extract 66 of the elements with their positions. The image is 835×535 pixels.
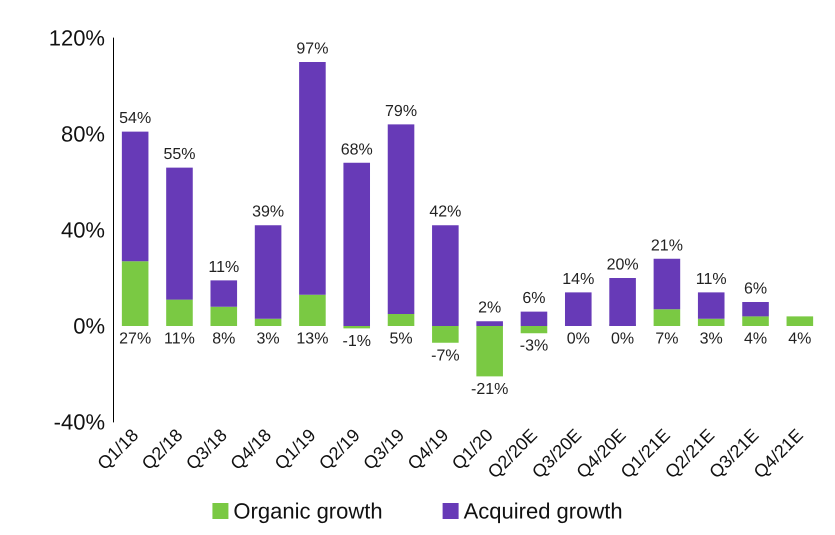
bar [343,162,370,326]
bar [742,302,769,316]
bar [210,306,238,326]
data-label: -7% [431,347,460,364]
bar [476,326,503,376]
legend-label: Organic growth [233,498,383,524]
data-label: 0% [611,330,634,348]
data-label: -3% [520,338,548,355]
data-label: 3% [256,330,280,348]
data-label: 21% [650,237,683,254]
data-label: 27% [119,330,152,348]
bar [476,321,503,326]
bar [564,292,592,326]
data-label: 97% [296,40,328,58]
data-label: 11% [696,270,727,288]
data-label: 20% [606,256,639,274]
bar [520,326,548,334]
data-label: 8% [212,330,236,348]
data-label: -21% [470,380,508,398]
data-label: 6% [744,280,768,298]
data-label: 54% [119,110,152,128]
bar [122,261,148,326]
bar [698,292,725,319]
data-label: -1% [342,332,371,350]
data-label: 5% [389,330,413,348]
data-label: 55% [163,146,196,164]
y-tick-label: 120% [48,26,105,50]
bar [388,124,414,314]
bar [388,314,414,326]
bar [166,300,193,326]
bar [786,316,814,326]
bar [520,312,548,326]
data-label: 7% [655,330,678,348]
bar [299,294,326,326]
bar [210,280,238,307]
y-tick-label: 40% [60,218,105,242]
legend-label: Acquired growth [464,498,623,524]
bar [654,309,680,326]
bar [432,225,459,326]
bar [254,225,282,319]
bar [432,326,459,343]
data-label: 13% [296,330,328,348]
data-label: 3% [700,330,723,348]
data-label: 11% [164,330,195,348]
bar [609,278,636,326]
y-tick-label: 0% [73,314,105,338]
bar [698,318,725,326]
bar [299,62,326,295]
data-label: 4% [744,330,768,348]
bar [166,168,193,300]
data-label: 11% [208,258,240,276]
data-label: 39% [252,204,284,221]
data-label: 4% [788,330,812,348]
bar [122,132,148,262]
data-label: 79% [385,102,418,120]
data-label: 0% [566,330,590,348]
bar [254,318,282,326]
y-tick-label: -40% [54,410,105,434]
data-label: 14% [562,270,594,288]
data-label: 68% [340,141,373,158]
bar [742,316,769,326]
bar [654,258,680,310]
data-label: 42% [429,204,462,221]
data-label: 2% [478,300,502,317]
data-label: 6% [522,290,546,308]
y-tick-label: 80% [60,122,105,146]
